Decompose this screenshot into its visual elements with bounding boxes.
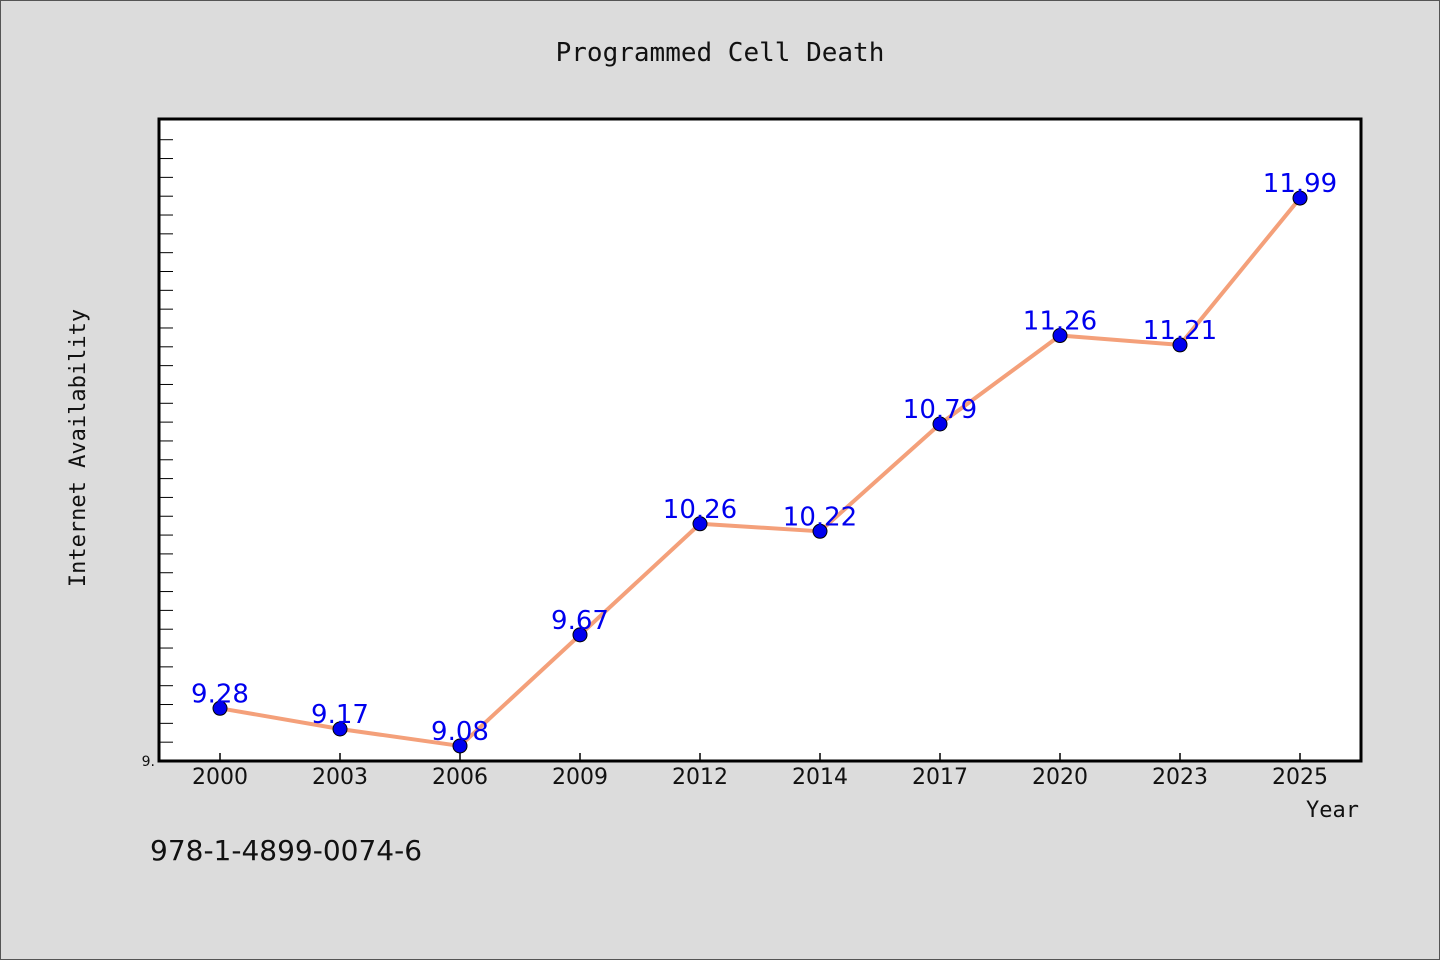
x-axis-label: Year (1306, 798, 1359, 823)
x-tick-label: 2003 (312, 765, 368, 790)
data-label: 10.79 (903, 395, 977, 425)
y-axis-ticks (159, 139, 173, 743)
x-axis-tick-labels: 2000 2003 2006 2009 2012 2014 2017 2020 2023 2025 (192, 765, 1328, 790)
data-label: 10.26 (663, 495, 737, 525)
data-point-marker (1052, 328, 1068, 344)
data-point-marker (572, 627, 588, 643)
data-label: 10.22 (783, 502, 857, 532)
data-label: 9.08 (431, 717, 489, 747)
data-point-marker (932, 416, 948, 432)
data-label: 11.26 (1023, 307, 1097, 337)
chart-title: Programmed Cell Death (556, 38, 885, 68)
x-tick-label: 2023 (1152, 765, 1208, 790)
x-tick-label: 2006 (432, 765, 488, 790)
data-point-marker (692, 516, 708, 532)
data-point-marker (452, 738, 468, 754)
data-point-marker (812, 523, 828, 539)
data-label: 9.17 (311, 700, 369, 730)
x-tick-label: 2014 (792, 765, 848, 790)
x-tick-label: 2012 (672, 765, 728, 790)
data-label: 9.28 (191, 679, 249, 709)
data-label: 11.99 (1263, 169, 1337, 199)
isbn-footer: 978-1-4899-0074-6 (150, 834, 423, 867)
x-tick-label: 2025 (1272, 765, 1328, 790)
x-tick-label: 2009 (552, 765, 608, 790)
series-line (219, 196, 1302, 748)
data-label: 11.21 (1143, 316, 1217, 346)
data-point-marker (332, 721, 348, 737)
data-point-marker (212, 700, 228, 716)
data-label: 9.67 (551, 606, 609, 636)
data-point-marker (1292, 190, 1308, 206)
x-tick-label: 2020 (1032, 765, 1088, 790)
x-axis-ticks (219, 753, 1301, 761)
series-markers (212, 190, 1308, 754)
y-tick-label: 9. (142, 754, 155, 770)
x-tick-label: 2017 (912, 765, 968, 790)
data-point-marker (1172, 337, 1188, 353)
data-labels: 9.28 9.17 9.08 9.67 10.26 10.22 10.79 11.26 11.2… (191, 169, 1337, 747)
y-axis-tick-labels: 9. (142, 754, 155, 770)
x-tick-label: 2000 (192, 765, 248, 790)
plot-area (157, 117, 1363, 763)
y-axis-label: Internet Availability (66, 309, 91, 587)
